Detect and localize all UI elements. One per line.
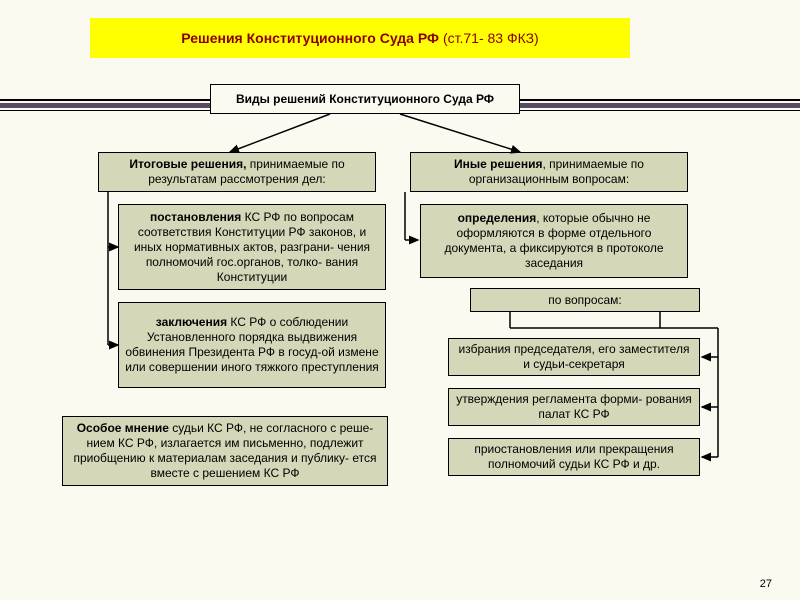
page-number: 27 bbox=[760, 578, 772, 590]
box-types: Виды решений Конституционного Суда РФ bbox=[210, 84, 520, 114]
box-q3: приостановления или прекращения полномоч… bbox=[448, 438, 700, 476]
box-po-voprosam: по вопросам: bbox=[470, 288, 700, 312]
box-opredeleniya: определения, которые обычно не оформляют… bbox=[420, 204, 688, 278]
box-final-decisions: Итоговые решения, принимаемые по результ… bbox=[98, 152, 376, 192]
box-q2: утверждения регламента форми- рования па… bbox=[448, 388, 700, 426]
box-types-label: Виды решений Конституционного Суда РФ bbox=[236, 92, 494, 106]
box-osoboe-mnenie: Особое мнение судьи КС РФ, не согласного… bbox=[62, 416, 388, 486]
title-sub: (ст.71- 83 ФКЗ) bbox=[443, 30, 539, 46]
box-postanovleniya: постановления КС РФ по вопросам соответс… bbox=[118, 204, 386, 290]
box-other-decisions: Иные решения, принимаемые по организацио… bbox=[410, 152, 688, 192]
title-main: Решения Конституционного Суда РФ bbox=[181, 30, 439, 46]
box-q1: избрания председателя, его заместителя и… bbox=[448, 338, 700, 376]
box-zaklyucheniya: заключения КС РФ о соблюдении Установлен… bbox=[118, 302, 386, 388]
title-bar: Решения Конституционного Суда РФ (ст.71-… bbox=[90, 18, 630, 58]
